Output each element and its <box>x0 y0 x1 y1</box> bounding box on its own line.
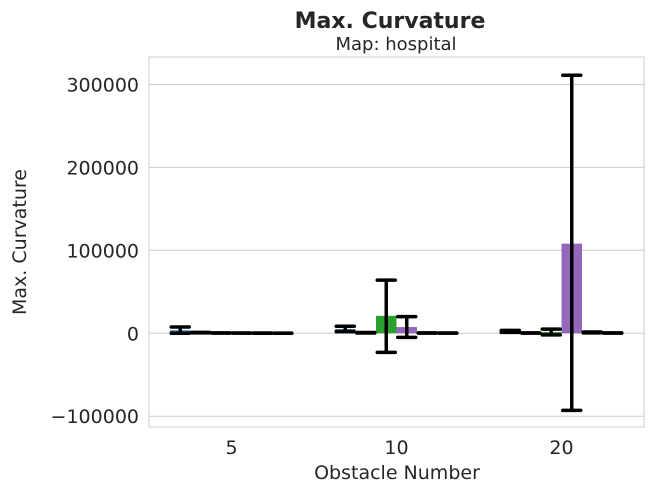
x-tick-label: 20 <box>549 437 573 459</box>
x-tick-label: 10 <box>384 437 408 459</box>
chart-title: Max. Curvature <box>295 9 486 34</box>
plot-area <box>149 57 644 427</box>
y-tick-label: −100000 <box>51 406 139 428</box>
y-tick-label: 300000 <box>66 74 139 96</box>
plot-frame <box>148 56 645 428</box>
error-bars <box>169 73 624 413</box>
y-tick-labels: −100000 0 100000 200000 300000 <box>51 74 139 428</box>
x-tick-label: 5 <box>225 437 237 459</box>
x-axis-label: Obstacle Number <box>314 462 480 484</box>
y-axis-label: Max. Curvature <box>9 169 31 315</box>
chart-subtitle: Map: hospital <box>335 34 456 55</box>
y-tick-label: 100000 <box>66 240 139 262</box>
y-tick-label: 0 <box>127 323 139 345</box>
y-tick-label: 200000 <box>66 157 139 179</box>
x-tick-labels: 5 10 20 <box>225 437 573 459</box>
